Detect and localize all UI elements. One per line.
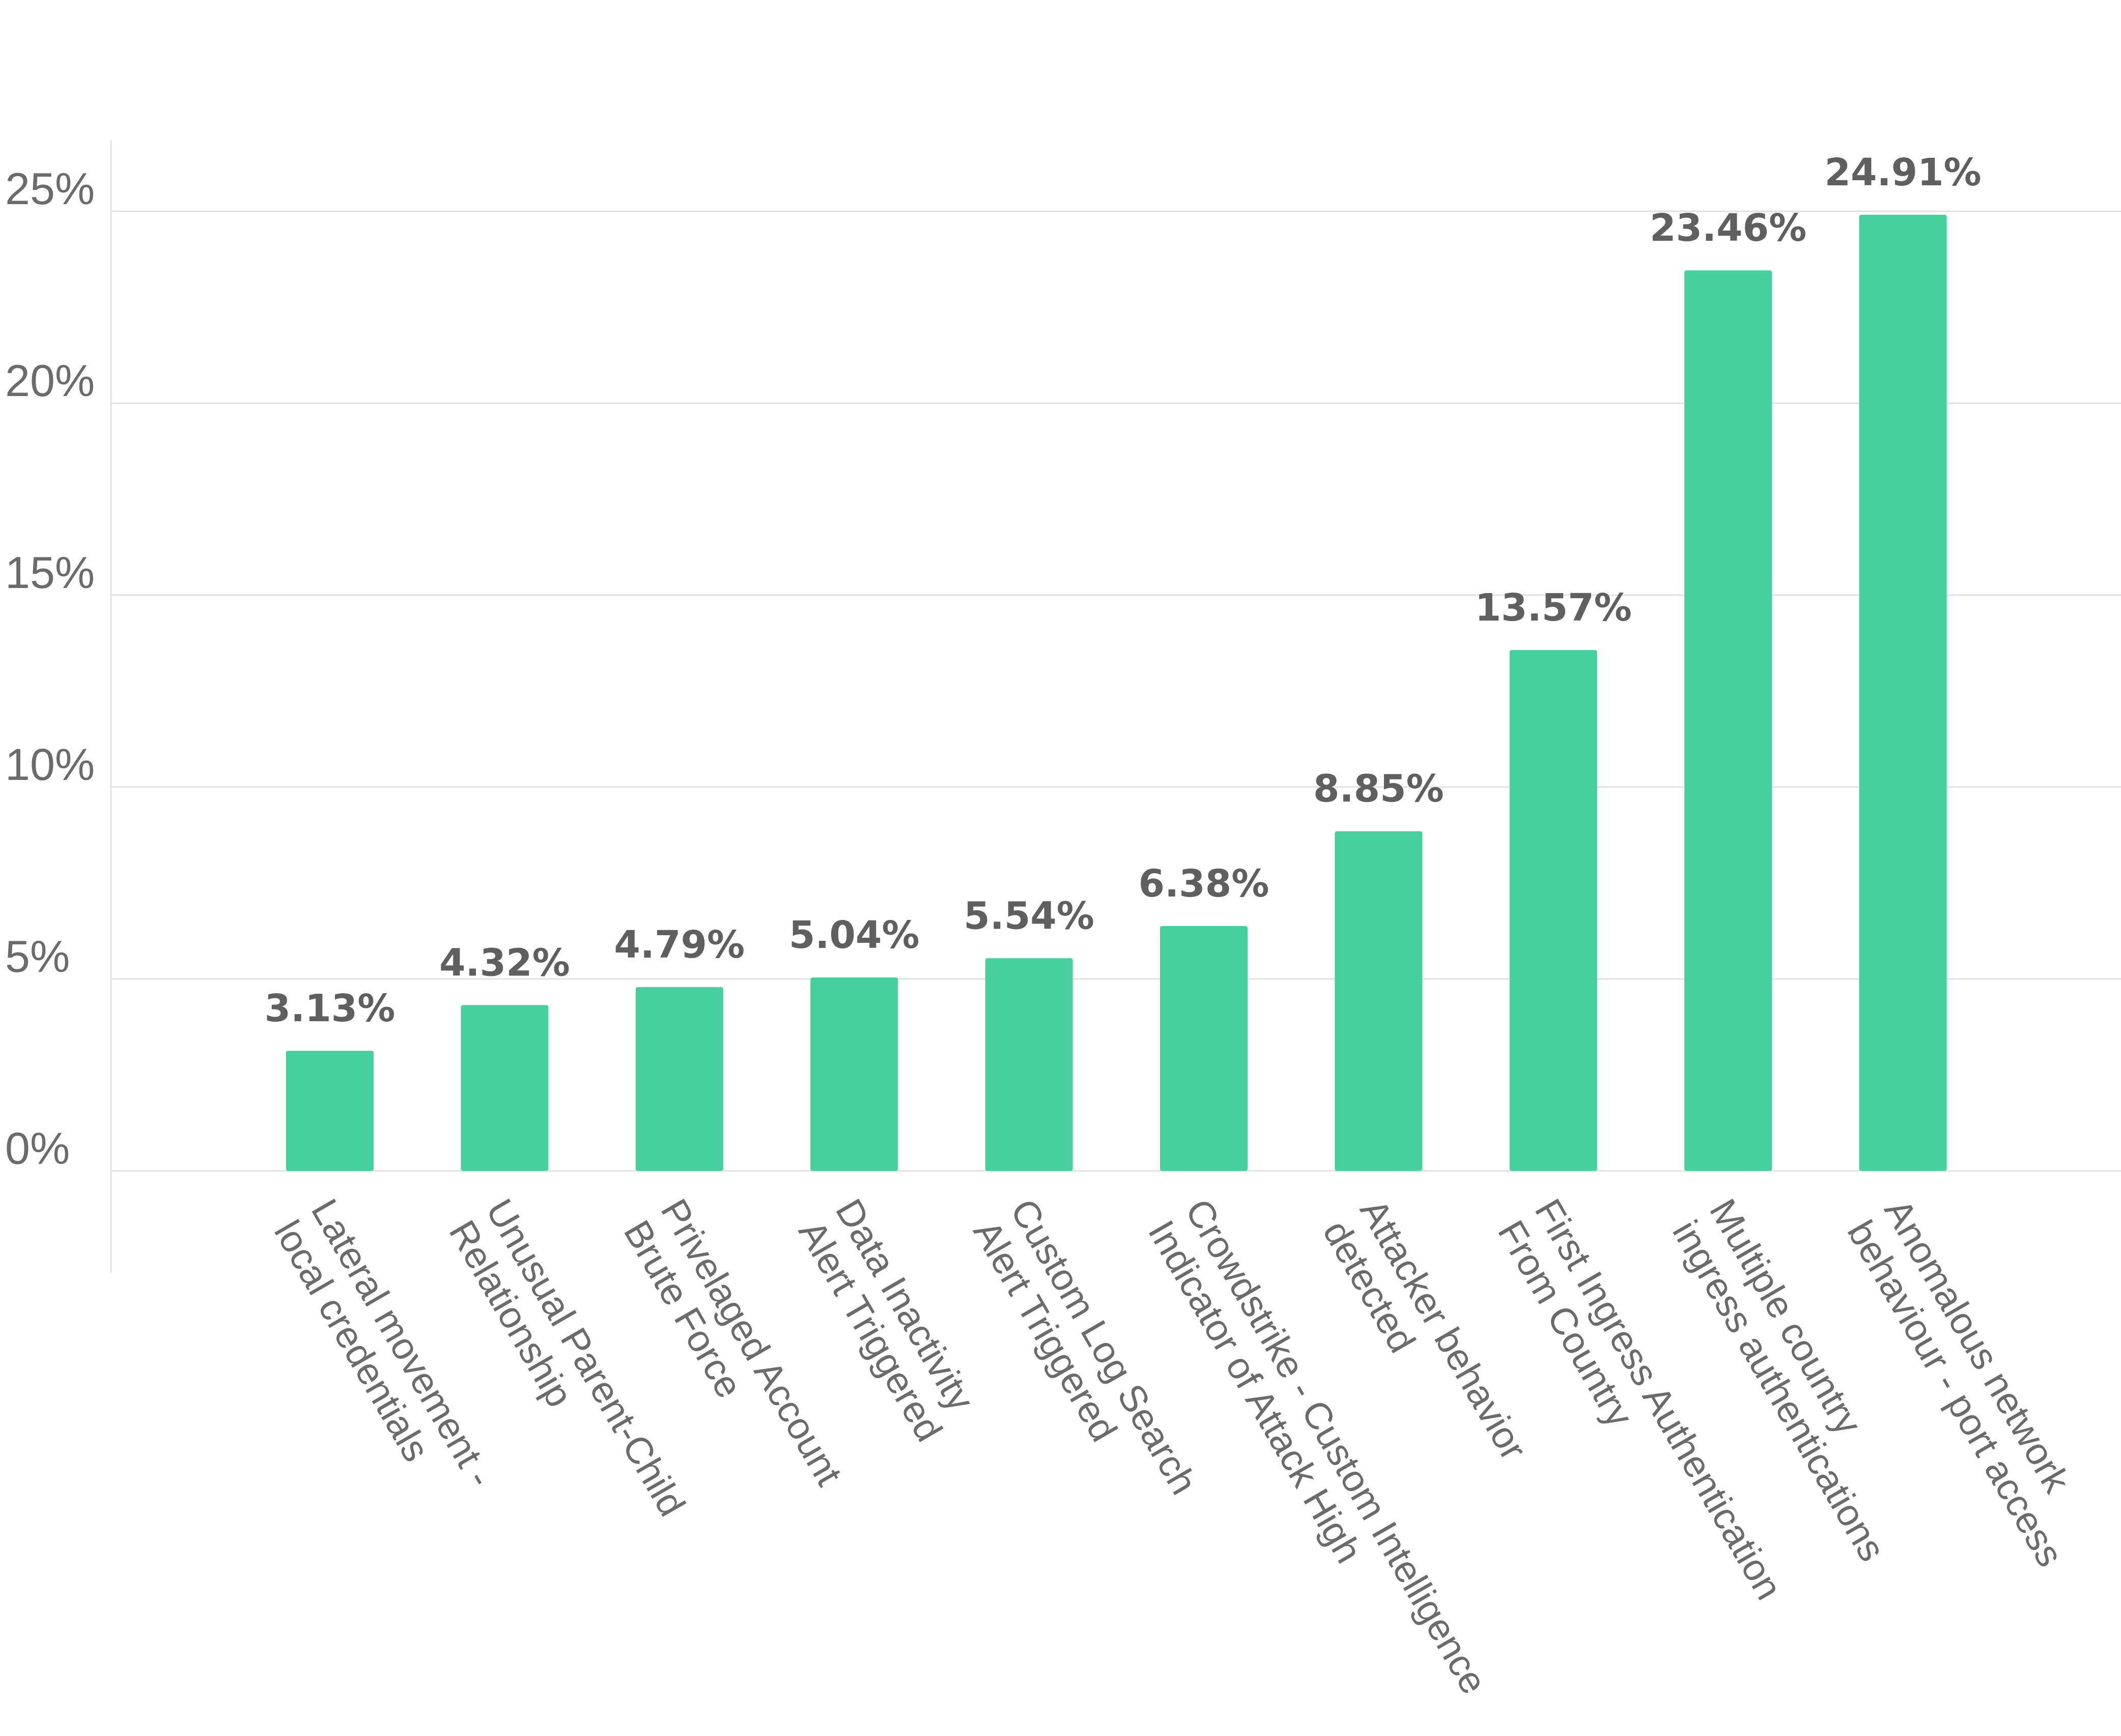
bar	[286, 1050, 374, 1171]
value-label: 23.46%	[1650, 206, 1806, 250]
bar	[1509, 650, 1597, 1171]
value-label: 5.54%	[964, 894, 1094, 938]
value-label: 3.13%	[265, 987, 395, 1030]
bar	[810, 977, 898, 1171]
value-label: 5.04%	[789, 913, 920, 957]
category-label: Crowdstrike - Custom IntelligenceIndicat…	[1140, 1192, 1495, 1701]
bar	[461, 1005, 549, 1171]
y-tick-label: 5%	[5, 931, 70, 982]
gridlines	[111, 210, 2121, 1172]
y-tick-label: 15%	[5, 547, 95, 598]
value-label: 6.38%	[1139, 862, 1269, 906]
y-tick-label: 20%	[5, 355, 95, 406]
bar	[1335, 831, 1423, 1171]
y-tick-label: 0%	[5, 1123, 70, 1173]
value-labels: 3.13% 4.32% 4.79% 5.04% 5.54% 6.38% 8.85% 13.57…	[265, 151, 1982, 1030]
value-label: 4.79%	[614, 923, 745, 967]
bar	[985, 958, 1073, 1171]
bar	[1684, 270, 1772, 1171]
bar	[635, 987, 723, 1171]
value-label: 24.91%	[1824, 151, 1981, 194]
y-axis: 0% 5% 10% 15% 20% 25%	[5, 140, 112, 1273]
value-label: 8.85%	[1313, 767, 1444, 811]
category-labels: Lateral movement -local credentials Unusu…	[266, 1192, 2079, 1701]
bar	[1160, 926, 1248, 1171]
value-label: 13.57%	[1475, 586, 1632, 630]
y-tick-label: 25%	[5, 163, 95, 214]
bar	[1859, 214, 1947, 1171]
y-tick-label: 10%	[5, 739, 95, 790]
bars	[286, 214, 1947, 1171]
value-label: 4.32%	[439, 941, 570, 985]
